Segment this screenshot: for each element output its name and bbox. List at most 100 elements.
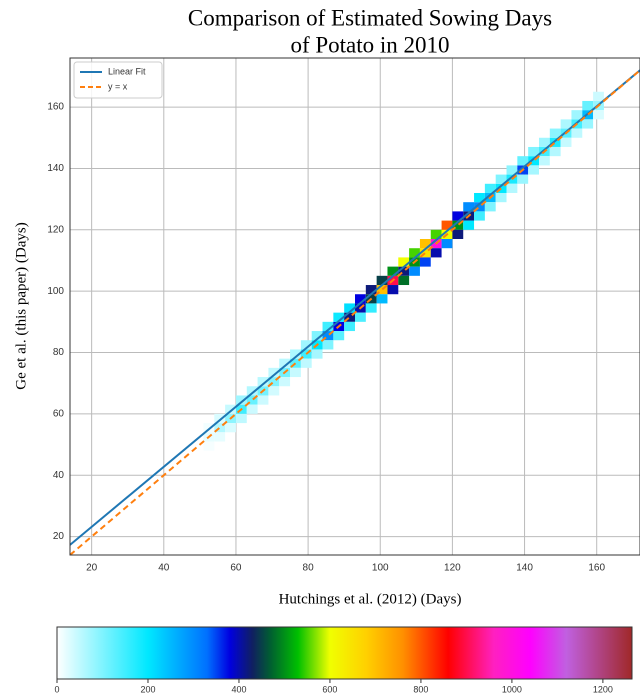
heatmap-cell — [203, 423, 215, 433]
heatmap-cell — [290, 349, 301, 359]
heatmap-cell — [344, 312, 355, 322]
heatmap-cell — [419, 248, 431, 258]
heatmap-cell — [538, 137, 550, 147]
heatmap-cell — [398, 266, 410, 276]
heatmap-cell — [549, 137, 561, 147]
heatmap-cell — [452, 229, 464, 240]
heatmap-cell — [387, 285, 399, 295]
heatmap-cell — [214, 432, 226, 442]
heatmap-cell — [409, 266, 420, 276]
heatmap-cell — [484, 202, 496, 212]
y-tick-label: 20 — [53, 531, 65, 542]
heatmap-cell — [246, 404, 258, 414]
heatmap-cell — [225, 404, 236, 414]
heatmap-cell — [268, 386, 280, 396]
heatmap-cell — [582, 100, 594, 111]
y-tick-label: 100 — [47, 286, 64, 297]
colorbar-tick-label: 200 — [140, 684, 155, 694]
heatmap-cell — [528, 165, 539, 175]
heatmap-cell — [474, 211, 485, 221]
x-tick-label: 40 — [158, 563, 170, 574]
colorbar-tick-label: 400 — [231, 684, 246, 694]
heatmap-cell — [571, 128, 583, 138]
y-tick-label: 140 — [47, 163, 64, 174]
heatmap-cell — [246, 395, 258, 405]
heatmap-cell — [322, 331, 334, 341]
heatmap-cell — [214, 413, 226, 424]
heatmap-cell — [517, 156, 529, 166]
heatmap-cell — [376, 275, 388, 286]
heatmap-cell — [344, 303, 355, 313]
legend-label: Linear Fit — [108, 66, 146, 76]
line-series — [70, 69, 640, 546]
heatmap-cell — [549, 146, 561, 157]
legend-label: y = x — [108, 81, 128, 91]
x-tick-label: 140 — [516, 563, 533, 574]
colorbar-tick-label: 800 — [413, 684, 428, 694]
heatmap-cell — [235, 395, 247, 405]
chart-title: of Potato in 2010 — [290, 32, 449, 57]
heatmap-cell — [365, 303, 377, 313]
heatmap-cell — [506, 165, 518, 175]
heatmap-cell — [203, 441, 215, 451]
heatmap-cell — [311, 349, 323, 359]
y-axis-label: Ge et al. (this paper) (Days) — [13, 222, 29, 389]
heatmap-cell — [560, 137, 572, 147]
heatmap-cell — [344, 321, 355, 332]
heatmap-cell — [398, 275, 410, 286]
heatmap-cell — [419, 239, 431, 249]
heatmap-cell — [495, 174, 507, 184]
x-tick-label: 160 — [588, 563, 605, 574]
heatmap-cell — [484, 183, 496, 193]
x-tick-label: 100 — [372, 563, 389, 574]
heatmap-cell — [246, 386, 258, 396]
heatmap-cell — [430, 229, 442, 240]
heatmap-cell — [517, 174, 529, 184]
heatmap-cell — [268, 367, 280, 378]
legend: Linear Fit y = x — [73, 61, 163, 99]
heatmap-cell — [300, 358, 312, 368]
heatmap-cell — [528, 146, 539, 157]
y-tick-label: 120 — [47, 224, 64, 235]
y-tick-label: 60 — [53, 409, 65, 420]
x-tick-label: 20 — [86, 563, 98, 574]
heatmap-cell — [441, 220, 453, 230]
heatmap-cell — [257, 395, 269, 405]
heatmap-cell — [365, 285, 377, 295]
colorbar-gradient — [56, 626, 633, 680]
heatmap-cell — [235, 413, 247, 424]
heatmap-cell — [538, 156, 550, 166]
heatmap-cell — [322, 340, 334, 350]
heatmap-cell — [225, 423, 236, 433]
heatmap-cell — [355, 312, 366, 322]
y-tick-label: 80 — [53, 347, 65, 358]
heatmap-cell — [463, 202, 475, 212]
x-tick-label: 120 — [444, 563, 461, 574]
heatmap-cell — [495, 192, 507, 203]
heatmap-cell — [311, 331, 323, 341]
heatmap-cell — [506, 183, 518, 193]
colorbar-tick-label: 1200 — [593, 684, 613, 694]
heatmap-cell — [441, 239, 453, 249]
heatmap-cell — [279, 358, 291, 368]
colorbar-tick-label: 600 — [322, 684, 337, 694]
heatmap-cell — [290, 367, 301, 378]
heatmap-cell — [430, 248, 442, 258]
heatmap-cell — [376, 285, 388, 295]
heatmap-cell — [398, 257, 410, 267]
heatmap-cell — [409, 248, 420, 258]
heatmap-cell — [376, 294, 388, 304]
heatmap-cell — [419, 257, 431, 267]
heatmap-cell — [333, 331, 345, 341]
grid — [70, 58, 640, 555]
heatmap-cell — [355, 294, 366, 304]
heatmap-cell — [593, 110, 604, 120]
heatmap-cell — [322, 321, 334, 332]
heatmap-cell — [452, 211, 464, 221]
heatmap — [203, 91, 604, 451]
lines — [70, 69, 640, 555]
line-series — [70, 69, 640, 555]
heatmap-cell — [387, 266, 399, 276]
heatmap-cell — [560, 119, 572, 129]
